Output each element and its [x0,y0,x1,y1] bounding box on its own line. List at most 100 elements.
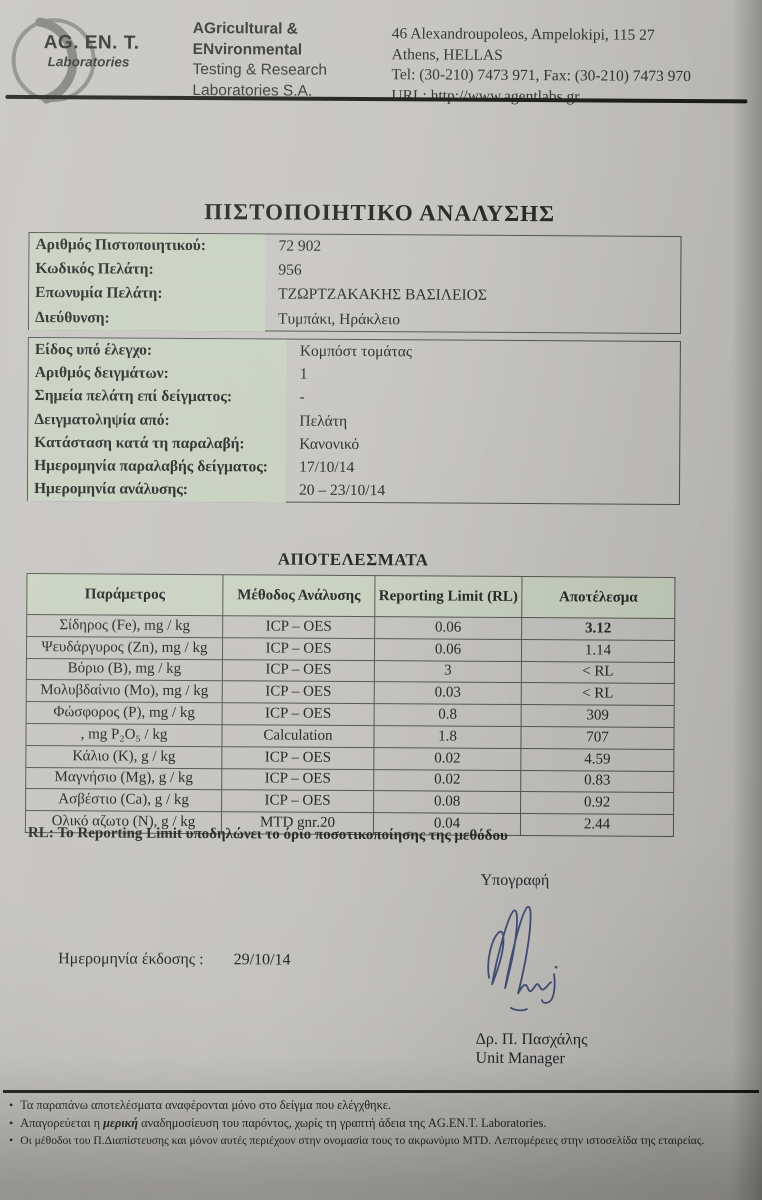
company-line: Testing & Research [192,60,328,79]
row-label: Αριθμός δειγμάτων: [28,361,287,387]
rl-cell: 0.03 [374,682,522,705]
row-value: Πελάτη [299,412,348,430]
row-value: 20 – 23/10/14 [298,482,386,500]
info-row: Ημερομηνία ανάλυσης: 20 – 23/10/14 [27,477,679,505]
logo-name: AG. EN. T. [43,32,140,54]
result-cell: < RL [521,661,675,684]
parameter-cell: Σίδηρος (Fe), mg / kg [26,614,223,638]
parameter-cell: Μαγνήσιο (Mg), g / kg [25,767,222,791]
company-line: AGricultural & [192,19,298,38]
issue-date-value: 29/10/14 [233,951,291,969]
parameter-cell: Φώσφορος (P), mg / kg [26,701,223,725]
result-cell: 707 [520,726,675,750]
row-value: Κανονικό [299,435,360,453]
column-header-parameter: Παράμετρος [26,573,223,616]
info-row: Διεύθυνση: Τυμπάκι, Ηράκλειο [28,305,680,334]
row-label: Είδος υπό έλεγχο: [28,337,287,363]
method-cell: ICP – OES [222,659,375,683]
parameter-cell: Ασβέστιο (Ca), g / kg [25,788,222,812]
column-header-method: Μέθοδος Ανάλυσης [222,574,375,617]
bullet-icon: • [9,1133,14,1147]
signature-scribble-icon [487,906,558,1012]
parameter-cell: Κάλιο (K), g / kg [25,745,222,769]
method-cell: ICP – OES [221,790,374,813]
contact-city: Athens, HELLAS [391,45,503,64]
issue-date-row: Ημερομηνία έκδοσης : 29/10/14 [58,950,290,969]
row-label: Ημερομηνία παραλαβής δείγματος: [28,454,287,480]
method-cell: ICP – OES [222,681,375,704]
column-header-result: Αποτέλεσμα [521,576,675,619]
row-label: Ημερομηνία ανάλυσης: [27,477,287,503]
logo-subtitle: Laboratories [47,54,130,70]
footer-note-text: Τα παραπάνω αποτελέσματα αναφέρονται μόν… [20,1098,392,1112]
rl-cell: 0.06 [374,616,522,640]
row-value: Τυμπάκι, Ηράκλειο [278,310,401,328]
rl-cell: 0.8 [374,703,522,727]
row-value: ΤΖΩΡΤΖΑΚΑΚΗΣ ΒΑΣΙΛΕΙΟΣ [278,285,487,305]
bullet-icon: • [9,1115,14,1130]
contact-info: 46 Alexandroupoleos, Ampelokipi, 115 27 … [391,24,721,108]
rl-cell: 3 [374,660,522,683]
rl-note: RL: Το Reporting Limit υποδηλώνει το όρι… [27,825,508,844]
sample-info-table: Είδος υπό έλεγχο: Κομπόστ τομάτας Αριθμό… [26,336,681,505]
company-line: ENvironmental [192,40,303,59]
result-cell: < RL [521,682,675,706]
row-value: 17/10/14 [299,458,355,477]
result-cell: 1.14 [521,639,675,663]
bullet-icon: • [9,1098,14,1112]
row-label: Σημεία πελάτη επί δείγματος: [28,384,287,410]
parameter-cell: Βόριο (B), mg / kg [26,658,223,682]
result-cell: 2.44 [520,813,674,837]
logo-arc-icon [11,17,96,104]
result-cell: 309 [521,704,675,728]
footer-note: • Απαγορεύεται η μερική αναδημοσίευση το… [9,1115,757,1133]
row-value: - [299,388,305,406]
row-label: Αριθμός Πιστοποιητικού: [29,233,266,259]
row-value: 72 902 [278,237,322,255]
parameter-cell: , mg P₂O₅ / kg [25,723,223,747]
row-label: Κατάσταση κατά τη παραλαβή: [28,431,287,457]
rl-cell: 0.08 [373,790,521,814]
parameter-cell: Ψευδάργυρος (Zn), mg / kg [26,636,223,660]
footer-divider [3,1090,759,1093]
certificate-info-table: Αριθμός Πιστοποιητικού: 72 902 Κωδικός Π… [27,231,682,334]
method-cell: ICP – OES [222,615,375,639]
rl-cell: 0.06 [374,638,522,662]
footer-note: • Οι μέθοδοι του Π.Διαπίστευσης και μόνο… [9,1132,757,1150]
row-label: Διεύθυνση: [28,305,266,332]
row-label: Δειγματοληψία από: [28,407,287,433]
row-label: Κωδικός Πελάτη: [29,257,266,283]
result-cell: 0.83 [520,770,674,793]
results-header-row: Παράμετρος Μέθοδος Ανάλυσης Reporting Li… [26,573,675,619]
company-name: AGricultural & ENvironmental Testing & R… [192,19,392,102]
method-cell: Calculation [221,724,375,748]
certificate-title: ΠΙΣΤΟΠΟΙΗΤΙΚΟ ΑΝΑΛΥΣΗΣ [204,199,556,227]
row-value: 1 [299,365,308,383]
parameter-cell: Μολυβδαίνιο (Mo), mg / kg [26,679,223,703]
rl-cell: 0.02 [373,769,521,792]
rl-cell: 0.02 [373,747,521,771]
column-header-reporting-limit: Reporting Limit (RL) [374,575,522,618]
issue-date-label: Ημερομηνία έκδοσης : [58,950,204,969]
signatory-title: Unit Manager [475,1049,565,1068]
method-cell: ICP – OES [222,702,375,726]
footer-note-text: Οι μέθοδοι του Π.Διαπίστευσης και μόνον … [20,1134,705,1147]
lab-logo: AG. EN. T. Laboratories [7,14,190,107]
contact-address: 46 Alexandroupoleos, Ampelokipi, 115 27 [391,25,655,44]
contact-phone-fax: Tel: (30-210) 7473 971, Fax: (30-210) 74… [391,66,692,86]
row-value: 956 [278,261,302,279]
result-cell: 4.59 [520,748,674,772]
result-cell: 3.12 [521,617,675,641]
footer-note-text: Απαγορεύεται η μερική αναδημοσίευση του … [20,1115,547,1130]
row-label: Επωνυμία Πελάτη: [29,281,266,308]
result-cell: 0.92 [520,791,674,815]
method-cell: ICP – OES [222,637,375,661]
results-heading: ΑΠΟΤΕΛΕΣΜΑΤΑ [277,549,429,570]
results-table: Παράμετρος Μέθοδος Ανάλυσης Reporting Li… [24,572,676,837]
footer-notes: • Τα παραπάνω αποτελέσματα αναφέρονται μ… [9,1097,757,1150]
method-cell: ICP – OES [221,746,374,770]
footer-note: • Τα παραπάνω αποτελέσματα αναφέρονται μ… [9,1097,757,1115]
method-cell: ICP – OES [221,768,374,791]
